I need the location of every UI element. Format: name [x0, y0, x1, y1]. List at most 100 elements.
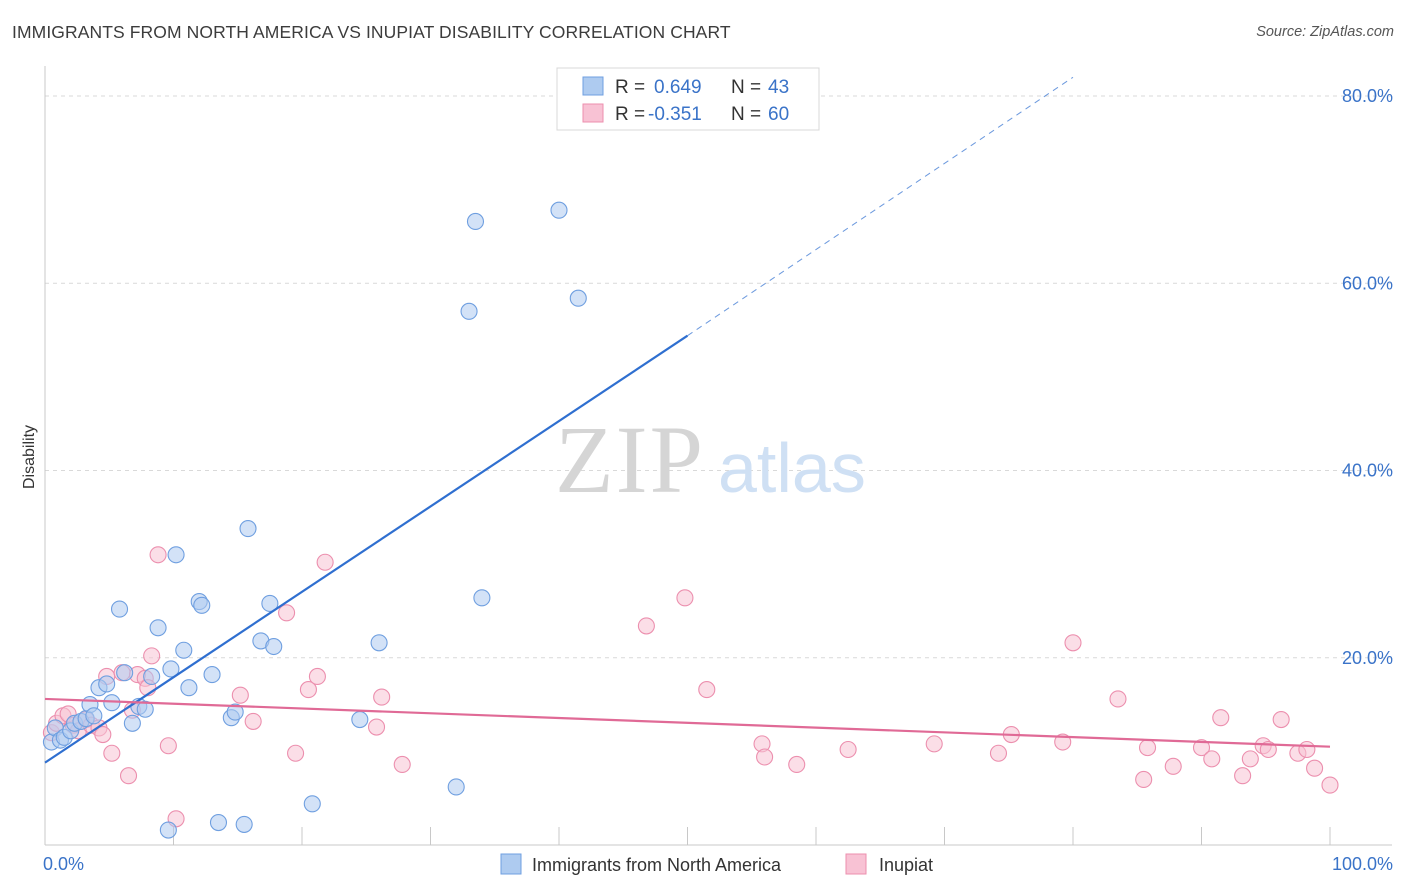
inupiat-point: [989, 744, 1008, 762]
inupiat-point: [149, 546, 167, 564]
immigrants-point: [167, 546, 185, 564]
legend-n-label-1: N =: [731, 77, 761, 98]
immigrants-trend-line: [44, 334, 689, 764]
inupiat-point: [393, 755, 411, 774]
y-tick-label: 80.0%: [1342, 86, 1393, 106]
inupiat-point: [1234, 767, 1252, 785]
inupiat-point: [839, 740, 857, 759]
immigrants-point: [143, 667, 161, 686]
y-tick-label: 60.0%: [1342, 273, 1393, 293]
immigrants-point: [110, 600, 129, 618]
inupiat-point: [103, 744, 121, 762]
immigrants-point: [473, 589, 491, 607]
watermark-zip: ZIP: [555, 406, 705, 513]
inupiat-point: [231, 686, 249, 704]
inupiat-point: [1164, 757, 1182, 775]
inupiat-point: [244, 712, 262, 730]
inupiat-point: [925, 735, 943, 753]
inupiat-point: [1272, 710, 1290, 729]
inupiat-point: [278, 604, 296, 622]
inupiat-point: [373, 688, 391, 706]
y-tick-label: 40.0%: [1342, 461, 1393, 481]
immigrants-point: [239, 519, 257, 538]
immigrants-point: [235, 815, 253, 833]
legend-n-value-1: 43: [768, 77, 789, 98]
inupiat-point: [299, 681, 317, 699]
immigrants-point: [85, 707, 103, 725]
watermark-atlas: atlas: [718, 429, 866, 507]
inupiat-point: [367, 718, 386, 736]
immigrants-point: [162, 660, 180, 678]
immigrants-point: [226, 703, 244, 721]
inupiat-point: [788, 755, 806, 774]
legend-swatch-blue: [582, 76, 604, 96]
stats-legend: R = 0.649 N = 43 R = -0.351 N = 60: [556, 67, 820, 131]
legend-r-label-1: R =: [615, 77, 645, 98]
legend-n-value-2: 60: [768, 104, 789, 125]
inupiat-point: [1054, 733, 1072, 751]
immigrants-point: [466, 212, 485, 231]
immigrants-point: [175, 641, 193, 659]
inupiat-point: [1241, 750, 1259, 768]
inupiat-point: [1138, 739, 1157, 757]
immigrants-point: [303, 795, 321, 813]
immigrants-point: [351, 710, 369, 729]
legend-r-value-2: -0.351: [648, 104, 702, 125]
series-legend: Immigrants from North America Inupiat: [500, 853, 933, 875]
inupiat-point: [1203, 750, 1221, 768]
legend-r-label-2: R =: [615, 104, 645, 125]
inupiat-trend-line: [44, 697, 1331, 748]
immigrants-point: [569, 289, 587, 307]
inupiat-point: [1298, 740, 1316, 759]
inupiat-point: [159, 737, 177, 755]
legend-bottom-swatch-blue: [500, 853, 522, 875]
inupiat-point: [698, 681, 716, 699]
inupiat-point: [1212, 709, 1230, 727]
inupiat-point: [1064, 634, 1082, 652]
y-axis-label: Disability: [21, 425, 38, 489]
immigrants-point: [265, 637, 283, 656]
tick-labels: 20.0% 40.0% 60.0% 80.0% 0.0% 100.0%: [43, 86, 1393, 874]
inupiat-point: [143, 647, 161, 665]
immigrants-point: [123, 714, 141, 732]
immigrants-trend-extension: [687, 76, 1074, 337]
grid-lines: [45, 95, 1392, 659]
inupiat-point: [637, 617, 655, 635]
inupiat-point: [1109, 690, 1127, 708]
watermark: ZIP atlas: [555, 406, 866, 513]
inupiat-point: [287, 744, 305, 762]
inupiat-point: [676, 589, 694, 607]
immigrants-point: [180, 679, 198, 697]
inupiat-point: [1306, 759, 1324, 777]
legend-series-2: Inupiat: [879, 855, 933, 875]
axes: [44, 66, 1392, 846]
immigrants-point: [550, 201, 568, 219]
immigrants-point: [193, 596, 211, 614]
inupiat-point: [1192, 739, 1211, 757]
immigrants-point: [203, 666, 221, 684]
legend-r-value-1: 0.649: [654, 77, 702, 98]
immigrants-point: [116, 664, 134, 682]
inupiat-point: [119, 767, 138, 785]
immigrants-point: [136, 700, 154, 718]
immigrants-point: [149, 619, 167, 637]
immigrants-point: [370, 634, 388, 652]
inupiat-point: [1135, 770, 1153, 789]
legend-bottom-swatch-pink: [845, 853, 867, 875]
immigrants-points: [42, 201, 587, 839]
immigrants-point: [261, 594, 279, 612]
x-tick-label: 100.0%: [1332, 854, 1393, 874]
trend-lines: [44, 76, 1331, 764]
immigrants-point: [209, 813, 228, 832]
x-tick-label: 0.0%: [43, 854, 84, 874]
inupiat-point: [94, 725, 112, 744]
immigrants-point: [447, 778, 465, 796]
y-tick-label: 20.0%: [1342, 648, 1393, 668]
chart-title: IMMIGRANTS FROM NORTH AMERICA VS INUPIAT…: [12, 22, 731, 42]
inupiat-point: [1321, 776, 1339, 794]
legend-series-1: Immigrants from North America: [532, 855, 782, 875]
inupiat-point: [756, 748, 774, 766]
source-label: Source: ZipAtlas.com: [1256, 24, 1394, 40]
immigrants-point: [460, 302, 478, 320]
